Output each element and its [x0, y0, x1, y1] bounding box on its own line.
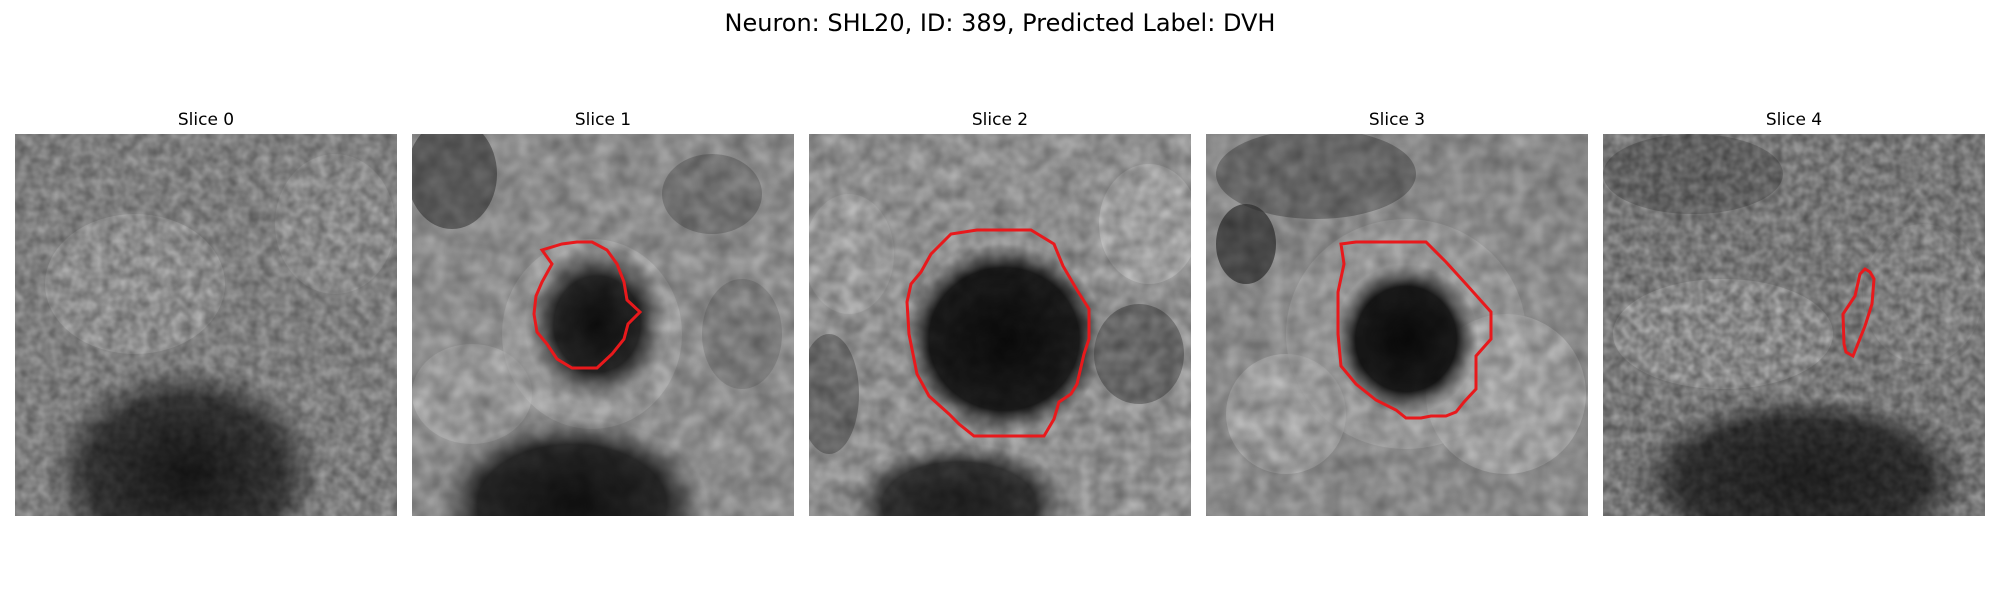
- slice-panel-0: Slice 0: [15, 108, 397, 516]
- slice-panel-3: Slice 3: [1206, 108, 1588, 516]
- cell-contour: [1336, 240, 1493, 420]
- cell-contour: [905, 228, 1091, 438]
- slice-image: [1206, 134, 1588, 516]
- slice-panel-2: Slice 2: [809, 108, 1191, 516]
- slice-image: [1603, 134, 1985, 516]
- figure-title: Neuron: SHL20, ID: 389, Predicted Label:…: [724, 9, 1276, 37]
- slice-title: Slice 4: [1765, 110, 1823, 130]
- slice-panel-1: Slice 1: [412, 108, 794, 516]
- slice-image: [15, 134, 397, 516]
- slice-panel-4: Slice 4: [1603, 108, 1985, 516]
- cell-contour: [532, 240, 643, 370]
- slice-title: Slice 0: [177, 110, 235, 130]
- slice-title: Slice 1: [574, 110, 632, 130]
- slice-image: [412, 134, 794, 516]
- cell-contour: [1841, 267, 1876, 359]
- slice-title: Slice 2: [971, 110, 1029, 130]
- slice-title: Slice 3: [1368, 110, 1426, 130]
- slice-image: [809, 134, 1191, 516]
